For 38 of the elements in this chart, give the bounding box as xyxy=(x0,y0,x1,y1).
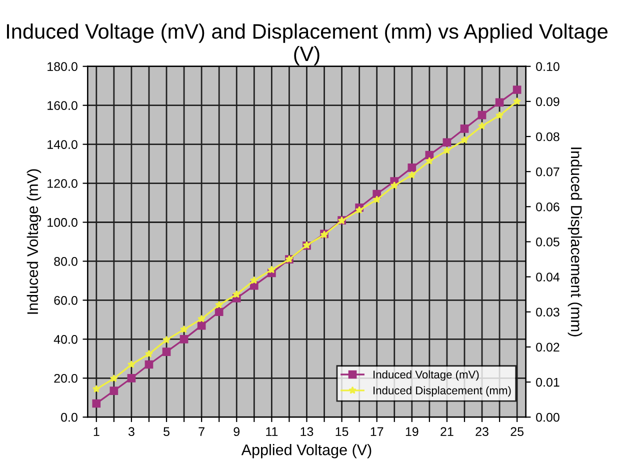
x-tick-label: 5 xyxy=(164,427,170,436)
x-tick-label: 9 xyxy=(234,427,240,436)
x-tick-label: 19 xyxy=(406,427,418,436)
y2-tick-label: 0.04 xyxy=(536,272,560,282)
y-tick-label: 160.0 xyxy=(48,101,78,110)
y2-tick-label: 0.06 xyxy=(536,202,560,212)
y-tick-label: 80.0 xyxy=(54,257,78,266)
y-tick-label: 140.0 xyxy=(48,140,78,149)
y2-tick-label: 0.02 xyxy=(536,342,560,352)
y2-tick-label: 0.01 xyxy=(536,378,560,387)
y-tick-label: 100.0 xyxy=(48,218,78,227)
y-tick-label: 120.0 xyxy=(48,179,78,188)
x-tick-label: 25 xyxy=(510,427,524,436)
y-tick-label: 0.0 xyxy=(61,412,78,422)
y2-tick-label: 0.05 xyxy=(536,238,560,246)
x-tick-label: 7 xyxy=(198,427,204,436)
x-axis-title: Applied Voltage (V) xyxy=(241,444,372,458)
y-axis-title: Induced Voltage (mV) xyxy=(26,169,42,314)
legend-label: Induced Displacement (mm) xyxy=(374,386,511,397)
y-tick-label: 40.0 xyxy=(54,334,78,344)
x-tick-label: 1 xyxy=(94,427,100,436)
y2-tick-label: 0.09 xyxy=(536,97,560,106)
y2-tick-label: 0.00 xyxy=(536,412,560,422)
y2-tick-label: 0.08 xyxy=(536,132,560,142)
y2-axis-title: Induced Displacement (mm) xyxy=(568,148,582,336)
y2-tick-label: 0.07 xyxy=(536,167,560,176)
y-tick-label: 60.0 xyxy=(54,296,78,305)
x-tick-label: 17 xyxy=(370,427,384,436)
x-tick-label: 23 xyxy=(476,427,488,436)
x-tick-label: 15 xyxy=(336,427,348,436)
x-tick-label: 13 xyxy=(300,427,314,436)
x-tick-label: 21 xyxy=(440,427,454,436)
x-tick-label: 11 xyxy=(266,427,278,436)
y2-tick-label: 0.03 xyxy=(536,308,560,317)
y2-tick-label: 0.10 xyxy=(536,62,560,72)
legend-label: Induced Voltage (mV) xyxy=(374,370,479,381)
y-tick-label: 20.0 xyxy=(54,374,78,383)
x-tick-label: 3 xyxy=(128,427,134,436)
